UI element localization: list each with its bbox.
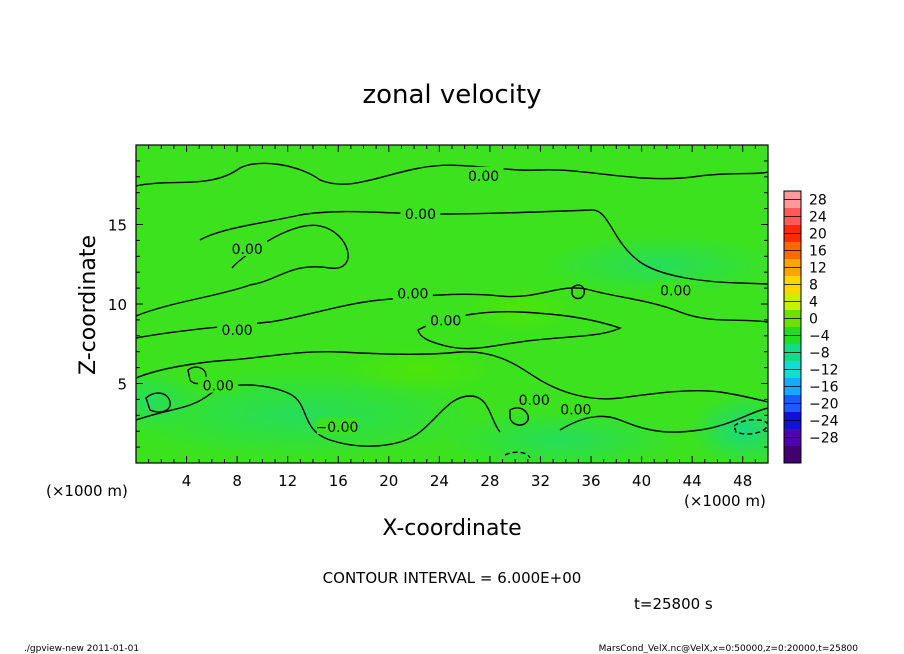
contour-line	[504, 451, 531, 459]
shading-blob	[540, 235, 768, 295]
contour-label-bg	[655, 281, 696, 298]
contour-line	[559, 407, 768, 433]
contour-label: 0.00	[232, 242, 263, 258]
colorbar-label: −20	[809, 397, 839, 413]
x-tick-label: 32	[531, 472, 550, 490]
colorbar-label: 8	[809, 278, 818, 294]
colorbar-label: 0	[809, 312, 818, 328]
colorbar-swatch	[784, 446, 801, 464]
x-axis-ticks: 4 8 12 16 20 24 28 32 36 40 44 48	[148, 145, 756, 490]
colorbar-label: 12	[809, 261, 827, 277]
shading-blob	[460, 285, 580, 335]
contour-label-bg	[316, 418, 357, 435]
shading-blob	[340, 345, 500, 395]
x-tick-label: 40	[632, 472, 651, 490]
colorbar-label: −28	[809, 431, 839, 447]
y-tick-label: 5	[117, 376, 127, 394]
y-tick-label: 10	[108, 296, 127, 314]
colorbar-label: 4	[809, 295, 818, 311]
contour-label: 0.00	[519, 393, 550, 409]
contour-line	[136, 350, 768, 403]
plot-area: 0.000.000.000.00 0.000.000.000.000.000.00…	[108, 144, 769, 490]
contour-label-bg	[514, 390, 555, 407]
x-tick-label: 44	[683, 472, 702, 490]
contour-label: 0.00	[660, 283, 691, 299]
shading-blob	[690, 395, 768, 463]
colorbar-label: −4	[809, 329, 830, 345]
x-tick-label: 8	[232, 472, 242, 490]
contour-labels: 0.000.000.000.00 0.000.000.000.000.000.00…	[198, 166, 696, 436]
contour-label-bg	[198, 376, 239, 393]
shading-blob	[440, 410, 680, 463]
contour-label-bg	[217, 321, 258, 338]
contour-label: 0.00	[397, 286, 428, 302]
contour-label: 0.00	[468, 169, 499, 185]
contour-label-bg	[227, 239, 268, 256]
contour-label: 0.00	[430, 313, 461, 329]
x-tick-label: 16	[329, 472, 348, 490]
contour-label: 0.00	[560, 403, 591, 419]
contour-line	[199, 209, 768, 285]
x-tick-label: 28	[480, 472, 499, 490]
contour-line	[571, 284, 586, 300]
contour-line	[509, 407, 529, 426]
chart-title: zonal velocity	[362, 80, 541, 110]
y-tick-label: 15	[108, 217, 127, 235]
contour-label-bg	[392, 284, 433, 301]
colorbar-label: −8	[809, 346, 830, 362]
colorbar-label: 16	[809, 244, 827, 260]
contour-label: 0.00	[222, 323, 253, 339]
x-tick-label: 20	[379, 472, 398, 490]
time-label: t=25800 s	[634, 595, 713, 613]
colorbar-label: 28	[809, 193, 827, 209]
footer-right: MarsCond_VelX.nc@VelX,x=0:50000,z=0:2000…	[599, 644, 859, 654]
contour-label: 0.00	[405, 207, 436, 223]
x-unit-right: (×1000 m)	[684, 492, 766, 510]
colorbar-label: 24	[809, 210, 827, 226]
colorbar-label: 20	[809, 227, 827, 243]
colorbar-label: −12	[809, 363, 839, 379]
contour-label-bg	[555, 400, 596, 417]
colorbar-label: −16	[809, 380, 839, 396]
y-axis-ticks: 5 10 15	[108, 160, 768, 448]
velocity-shading	[136, 235, 768, 463]
contour-label-bg	[463, 166, 504, 183]
contour-line	[136, 162, 768, 187]
contour-line	[187, 366, 207, 385]
x-tick-label: 36	[581, 472, 600, 490]
contour-line	[136, 384, 501, 447]
contour-interval: CONTOUR INTERVAL = 6.000E+00	[323, 569, 582, 587]
contour-label-bg	[400, 204, 441, 221]
contour-lines	[136, 162, 768, 459]
x-tick-label: 12	[278, 472, 297, 490]
x-tick-label: 4	[182, 472, 192, 490]
x-axis-label: X-coordinate	[382, 516, 521, 541]
x-tick-label: 24	[430, 472, 449, 490]
footer-left: ./gpview-new 2011-01-01	[24, 644, 139, 654]
colorbar-label: −24	[809, 414, 839, 430]
x-tick-label: 48	[733, 472, 752, 490]
y-axis-label: Z-coordinate	[76, 235, 101, 375]
colorbar-frame	[783, 190, 802, 464]
contour-label-bg	[425, 311, 466, 328]
contour-line	[145, 392, 171, 413]
contour-label: 0.00	[203, 379, 234, 395]
contour-line	[417, 310, 622, 350]
contour-label: −0.00	[316, 420, 359, 436]
contour-line	[136, 224, 349, 317]
contour-line	[136, 287, 768, 339]
x-unit-left: (×1000 m)	[46, 482, 128, 500]
